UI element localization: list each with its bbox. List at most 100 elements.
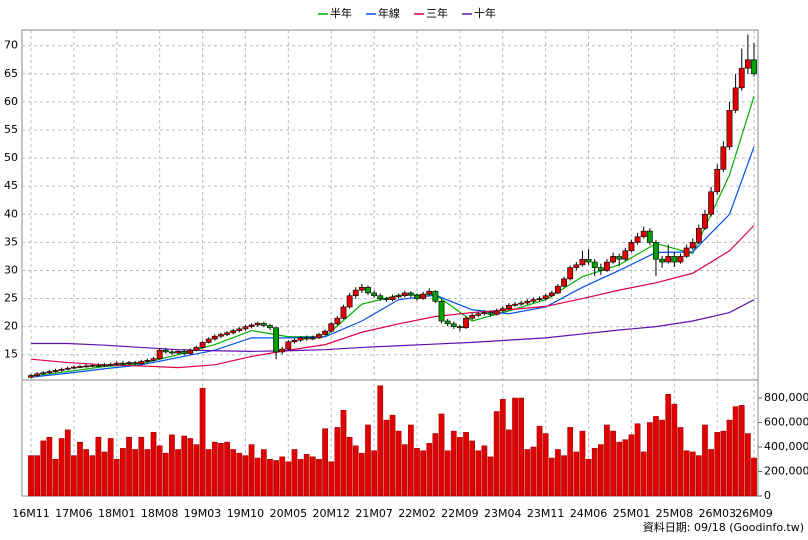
volume-bar — [377, 385, 384, 497]
legend-label: 三年 — [426, 6, 448, 20]
candle-body — [738, 67, 745, 89]
volume-bar — [89, 455, 96, 497]
volume-bar — [420, 450, 426, 497]
candle-body — [316, 334, 322, 339]
volume-bar — [199, 387, 206, 497]
candle-body — [126, 362, 132, 365]
volume-bar — [751, 457, 757, 497]
candle-body — [132, 362, 139, 365]
volume-bar — [322, 428, 328, 497]
volume-bar — [340, 410, 347, 497]
candle-body — [162, 349, 169, 353]
candle-body — [708, 191, 715, 215]
volume-bar — [689, 451, 696, 497]
candle-body — [352, 289, 359, 297]
volume-bar — [328, 461, 335, 497]
volume-bar — [28, 455, 34, 497]
candle-body — [291, 339, 298, 343]
volume-bar — [726, 419, 733, 497]
candle-body — [524, 301, 531, 304]
x-tick-label: 23M04 — [484, 507, 522, 520]
volume-bar — [536, 425, 543, 497]
volume-bar — [162, 452, 169, 497]
volume-bar — [242, 455, 249, 497]
candle-body — [273, 327, 279, 353]
volume-bar — [83, 449, 89, 497]
volume-bar — [732, 406, 739, 497]
candle-body — [395, 295, 402, 298]
candle-body — [120, 362, 126, 365]
candle-body — [144, 360, 151, 362]
y-tick-label: 40 — [4, 207, 18, 220]
volume-bar — [383, 419, 390, 497]
volume-bar — [567, 427, 574, 497]
candle-body — [407, 292, 414, 296]
ma-line — [31, 299, 755, 352]
volume-bar — [677, 427, 684, 497]
volume-bar — [573, 451, 580, 497]
candle-body — [64, 367, 71, 370]
x-tick-label: 22M02 — [398, 507, 436, 520]
candle-body — [156, 349, 163, 359]
y-tick-label: 70 — [4, 39, 18, 52]
candle-body — [322, 330, 329, 335]
candle-body — [450, 323, 457, 327]
candle-body — [107, 363, 114, 366]
volume-bar — [205, 449, 212, 497]
source-note: 資料日期: 09/18 (Goodinfo.tw) — [643, 520, 804, 534]
candle-body — [340, 306, 347, 319]
x-tick-label: 26M03 — [698, 507, 736, 520]
candle-body — [95, 365, 102, 367]
y2-tick-label: 800,000 — [764, 391, 808, 404]
candle-body — [530, 299, 537, 302]
volume-bar — [365, 424, 371, 497]
candle-body — [646, 230, 653, 243]
candle-body — [702, 213, 708, 229]
y-tick-label: 55 — [4, 123, 18, 136]
y-tick-label: 45 — [4, 179, 18, 192]
y2-tick-label: 400,000 — [764, 440, 808, 453]
candle-body — [83, 365, 90, 368]
candle-body — [297, 337, 304, 341]
candle-body — [89, 365, 96, 367]
volume-bar — [224, 441, 230, 497]
candle-body — [175, 351, 181, 354]
volume-bar — [696, 455, 702, 497]
volume-bar — [720, 430, 727, 497]
volume-bar — [702, 424, 708, 497]
volume-bar — [469, 440, 476, 497]
candle-body — [561, 278, 567, 287]
volume-bar — [156, 445, 163, 497]
candle-body — [542, 295, 549, 299]
volume-bar — [401, 444, 408, 497]
candle-body — [671, 256, 678, 263]
volume-bar — [34, 455, 40, 497]
volume-bar — [316, 459, 322, 497]
candle-body — [665, 256, 672, 263]
candle-body — [573, 264, 580, 268]
x-tick-label: 22M09 — [441, 507, 479, 520]
x-tick-label: 19M10 — [227, 507, 265, 520]
candle-body — [328, 323, 335, 332]
volume-bar — [346, 436, 353, 497]
volume-bar — [671, 403, 678, 497]
candle-body — [389, 296, 396, 300]
candle-body — [46, 371, 53, 373]
x-tick-label: 18M08 — [141, 507, 179, 520]
volume-bar — [438, 413, 445, 497]
volume-bar — [52, 459, 59, 497]
candle-body — [285, 341, 292, 350]
candle-body — [499, 308, 506, 312]
x-tick-label: 25M08 — [656, 507, 694, 520]
volume-bar — [150, 432, 157, 497]
candle-body — [726, 110, 733, 148]
volume-bar — [236, 452, 243, 497]
volume-bar — [616, 441, 623, 497]
x-tick-label: 18M01 — [98, 507, 136, 520]
candle-body — [267, 325, 273, 329]
candle-body — [193, 347, 200, 351]
volume-bar — [745, 433, 751, 497]
volume-bar — [40, 440, 47, 497]
x-tick-label: 16M11 — [12, 507, 50, 520]
volume-bar — [273, 460, 279, 497]
